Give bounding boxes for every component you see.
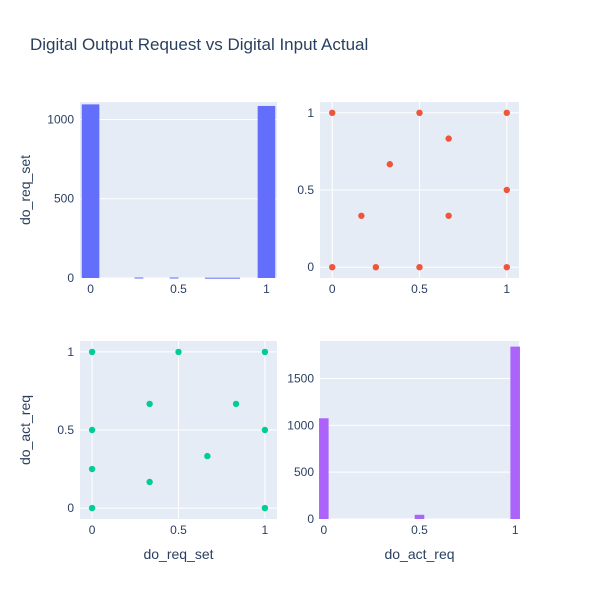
scatter-point bbox=[261, 426, 269, 434]
y-tick-label: 0.5 bbox=[57, 423, 74, 437]
plot-area bbox=[320, 341, 519, 519]
scatter-point bbox=[503, 263, 510, 271]
scatter-point bbox=[232, 400, 240, 408]
scatter-point bbox=[503, 186, 510, 194]
scatter-point bbox=[372, 263, 380, 271]
x-axis-title: do_act_req bbox=[384, 546, 454, 562]
scatter-point bbox=[88, 504, 96, 512]
x-tick-label: 0 bbox=[89, 523, 96, 537]
scatter-point bbox=[146, 400, 153, 408]
scatter-point bbox=[416, 109, 423, 117]
panel-hist-do-req-set: 0 0.5 1 0 500 1000 do_req_set bbox=[17, 102, 277, 296]
y-axis-title: do_act_req bbox=[17, 395, 33, 465]
panel-scatter-req-set-vs-act-req: 0 0.5 1 0 0.5 1 bbox=[297, 102, 519, 296]
figure-title: Digital Output Request vs Digital Input … bbox=[30, 35, 368, 54]
x-tick-label: 0 bbox=[320, 523, 327, 537]
x-tick-label: 0 bbox=[87, 282, 94, 296]
x-tick-label: 0.5 bbox=[170, 523, 187, 537]
scatter-point bbox=[175, 348, 182, 356]
x-tick-label: 0.5 bbox=[170, 282, 187, 296]
histogram-bar bbox=[81, 104, 100, 278]
histogram-bar bbox=[414, 514, 425, 519]
y-tick-label: 1000 bbox=[287, 418, 314, 432]
scatter-point bbox=[261, 348, 269, 356]
y-tick-label: 1000 bbox=[47, 112, 74, 126]
histogram-bar bbox=[169, 277, 179, 279]
y-tick-label: 0 bbox=[307, 260, 314, 274]
scatter-point bbox=[329, 109, 336, 117]
histogram-bar bbox=[134, 277, 144, 279]
scatter-point bbox=[358, 212, 365, 219]
scatter-point bbox=[329, 263, 336, 271]
scatter-point bbox=[261, 504, 269, 512]
scatter-point bbox=[445, 212, 452, 219]
x-axis-title: do_req_set bbox=[143, 546, 213, 562]
x-tick-label: 1 bbox=[503, 282, 510, 296]
y-tick-label: 1500 bbox=[287, 371, 314, 385]
panel-scatter-act-req-vs-req-set: 0 0.5 1 0 0.5 1 do_req_set do_act_req bbox=[17, 341, 277, 562]
y-tick-label: 1 bbox=[307, 106, 314, 120]
scatter-point bbox=[204, 452, 211, 460]
y-tick-label: 0 bbox=[307, 512, 314, 526]
scatter-point bbox=[445, 135, 452, 142]
histogram-bar bbox=[510, 346, 520, 519]
scatter-point bbox=[386, 161, 394, 168]
histogram-bar bbox=[257, 105, 276, 279]
scatter-point bbox=[146, 478, 153, 486]
y-tick-label: 0.5 bbox=[297, 183, 314, 197]
x-tick-label: 0.5 bbox=[411, 523, 428, 537]
x-tick-label: 1 bbox=[262, 523, 269, 537]
scatter-point bbox=[88, 465, 96, 473]
y-tick-label: 1 bbox=[67, 345, 74, 359]
y-tick-label: 0 bbox=[67, 271, 74, 285]
x-tick-label: 0.5 bbox=[411, 282, 428, 296]
scatter-point bbox=[416, 263, 423, 271]
panel-hist-do-act-req: 0 0.5 1 0 500 1000 1500 do_act_req bbox=[287, 341, 520, 562]
scatter-point bbox=[88, 426, 96, 434]
y-tick-label: 0 bbox=[67, 501, 74, 515]
plot-area bbox=[80, 102, 277, 278]
y-tick-label: 500 bbox=[54, 192, 74, 206]
scatter-point bbox=[503, 109, 510, 117]
y-tick-label: 500 bbox=[294, 465, 314, 479]
y-axis-title: do_req_set bbox=[17, 155, 33, 225]
histogram-bar bbox=[319, 418, 329, 519]
histogram-bar bbox=[204, 277, 241, 279]
x-tick-label: 0 bbox=[329, 282, 336, 296]
x-tick-label: 1 bbox=[263, 282, 270, 296]
x-tick-label: 1 bbox=[512, 523, 519, 537]
scatter-point bbox=[88, 348, 96, 356]
